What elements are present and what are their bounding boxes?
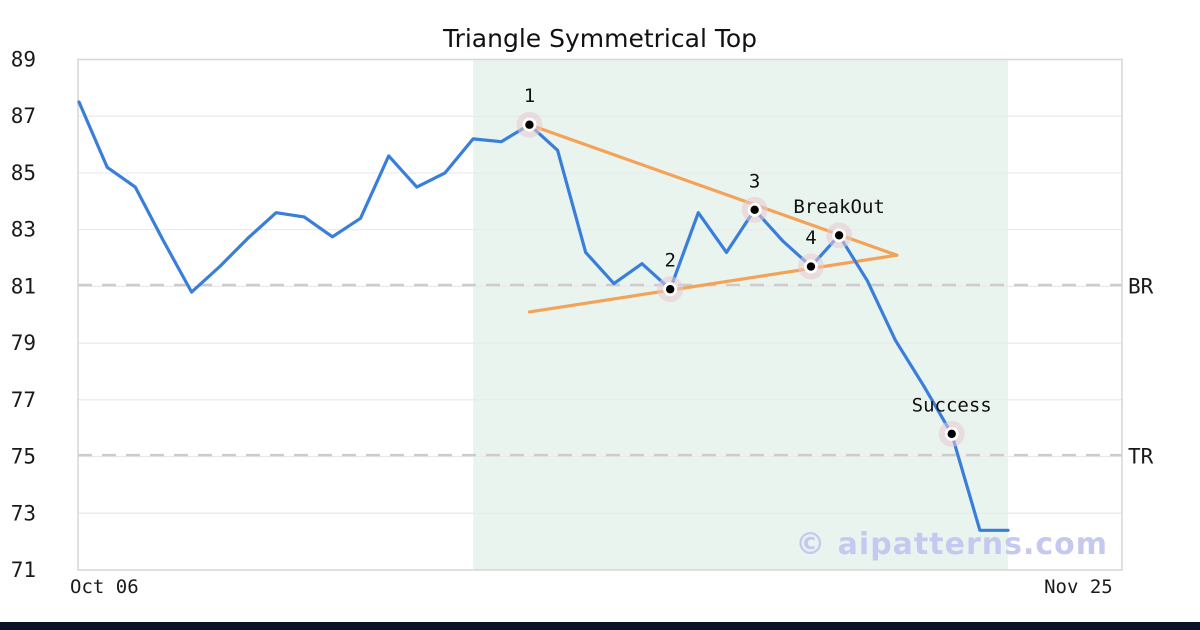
annotation-label-1: 1 bbox=[524, 85, 535, 107]
point-dot-4 bbox=[806, 262, 816, 271]
x-tick-label-oct-06: Oct 06 bbox=[70, 576, 139, 598]
point-dot-breakout bbox=[834, 231, 844, 240]
watermark: © aipatterns.com bbox=[795, 527, 1108, 562]
point-dot-2 bbox=[665, 285, 675, 294]
point-dot-3 bbox=[750, 205, 759, 215]
pattern-region bbox=[473, 59, 1009, 570]
y-tick-label-85: 85 bbox=[11, 161, 36, 185]
y-tick-label-83: 83 bbox=[11, 218, 36, 242]
y-tick-label-77: 77 bbox=[11, 388, 36, 412]
axis-label-tr: TR bbox=[1128, 445, 1154, 469]
annotation-label-4: 4 bbox=[805, 227, 816, 249]
axis-label-br: BR bbox=[1128, 274, 1154, 298]
y-tick-label-73: 73 bbox=[11, 501, 36, 525]
y-tick-label-87: 87 bbox=[11, 104, 36, 128]
y-tick-label-71: 71 bbox=[11, 558, 36, 582]
y-tick-label-79: 79 bbox=[11, 331, 36, 355]
y-tick-label-81: 81 bbox=[11, 274, 36, 298]
plot-border bbox=[77, 58, 1123, 571]
annotation-label-3: 3 bbox=[749, 170, 760, 192]
annotation-label-success: Success bbox=[912, 394, 992, 416]
point-dot-1 bbox=[525, 120, 534, 129]
price-line bbox=[77, 100, 1010, 532]
point-dot-success bbox=[947, 429, 956, 439]
y-tick-label-75: 75 bbox=[11, 445, 36, 469]
annotation-label-2: 2 bbox=[664, 250, 675, 272]
lower-trendline bbox=[527, 253, 899, 314]
chart-title: Triangle Symmetrical Top bbox=[442, 24, 758, 53]
annotation-label-breakout: BreakOut bbox=[793, 196, 885, 218]
y-tick-label-89: 89 bbox=[11, 48, 36, 72]
x-tick-label-nov-25: Nov 25 bbox=[1044, 576, 1113, 598]
bottom-accent-bar bbox=[0, 622, 1200, 630]
